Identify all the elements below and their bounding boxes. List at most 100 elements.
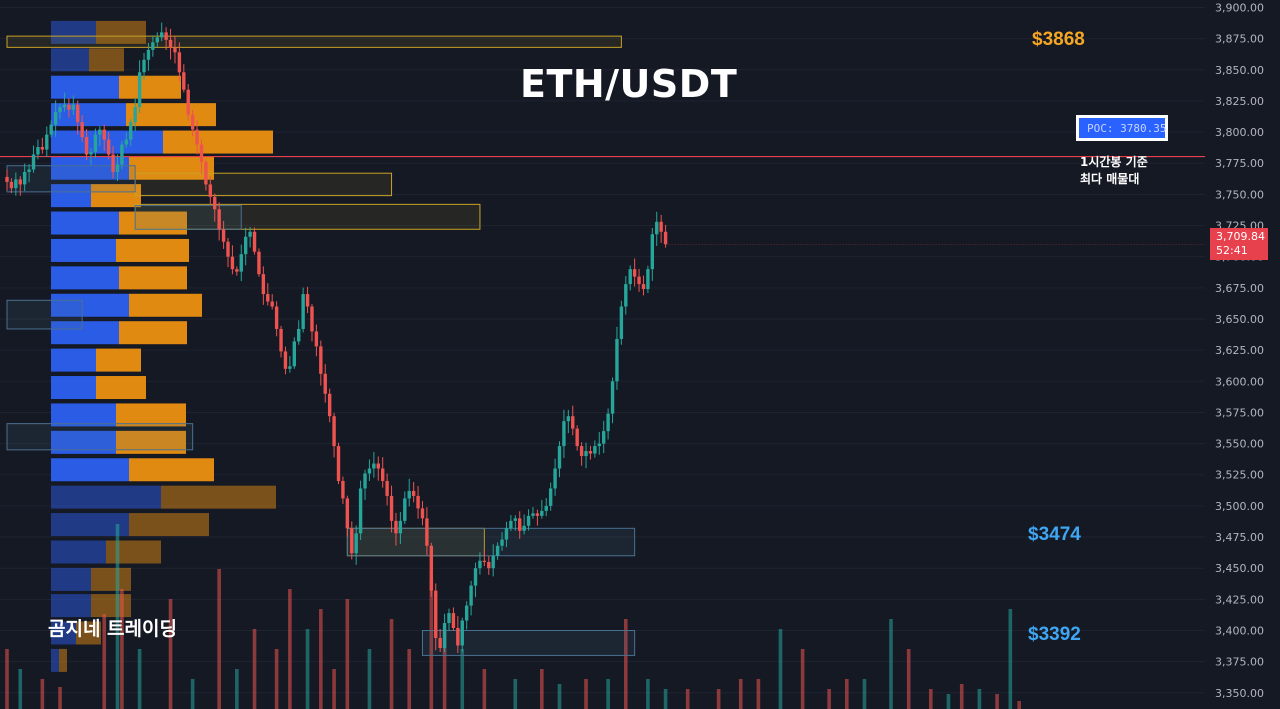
volume-bar-38 <box>778 629 783 709</box>
candle-body-34 <box>155 37 159 43</box>
volume-bar-19 <box>367 649 372 709</box>
volume-bar-31 <box>624 619 628 709</box>
zone-7 <box>346 527 485 557</box>
y-tick-label-17: 3,475.00 <box>1215 531 1264 544</box>
candle-body-21 <box>98 129 102 135</box>
candle-body-113 <box>504 528 509 540</box>
volume-bar-36 <box>738 679 743 709</box>
candle-body-127 <box>566 416 571 422</box>
profile-sell-2 <box>119 75 181 99</box>
profile-sell-18 <box>129 513 209 537</box>
candle-body-30 <box>137 72 142 108</box>
candle-body-146 <box>650 234 655 270</box>
zone-9 <box>421 629 636 656</box>
candle-body-57 <box>257 251 261 275</box>
profile-buy-14 <box>51 403 116 427</box>
zone-5 <box>6 299 83 330</box>
candle-body-104 <box>464 605 469 621</box>
candle-body-101 <box>451 613 456 629</box>
candle-body-9 <box>45 134 49 150</box>
candle-body-85 <box>381 468 385 481</box>
zone-0 <box>6 35 622 48</box>
candle-body-97 <box>434 590 438 638</box>
profile-buy-13 <box>51 376 96 400</box>
current-price-value: 3,709.84 <box>1216 230 1265 243</box>
candle-body-54 <box>243 236 248 255</box>
candle-body-45 <box>204 161 208 185</box>
candle-body-83 <box>372 463 376 469</box>
candle-body-111 <box>495 545 500 556</box>
profile-sell-23 <box>59 648 67 672</box>
candle-body-123 <box>548 488 553 506</box>
candle-body-11 <box>53 112 58 125</box>
candle-body-58 <box>261 274 266 295</box>
candle-body-48 <box>217 209 221 230</box>
candle-body-20 <box>93 134 98 153</box>
profile-buy-18 <box>51 513 129 537</box>
candle-body-70 <box>314 331 319 347</box>
volume-bar-48 <box>977 689 982 709</box>
volume-bar-0 <box>5 649 9 709</box>
candle-body-60 <box>270 301 274 307</box>
y-tick-label-2: 3,850.00 <box>1215 64 1264 77</box>
candle-body-139 <box>619 306 624 339</box>
profile-buy-2 <box>51 75 119 99</box>
current-price-tag: 3,709.84 52:41 <box>1210 228 1268 260</box>
profile-sell-0 <box>96 20 146 44</box>
candle-body-138 <box>615 338 619 382</box>
candle-body-29 <box>133 107 137 123</box>
poc-note-line1: 1시간봉 기준 <box>1080 155 1148 169</box>
zone-6 <box>6 423 194 451</box>
candle-body-39 <box>177 52 182 73</box>
candle-body-120 <box>535 513 540 516</box>
volume-bar-49 <box>995 694 999 709</box>
candle-body-50 <box>226 241 230 257</box>
profile-sell-4 <box>163 130 273 154</box>
volume-bar-28 <box>557 684 562 709</box>
profile-sell-17 <box>161 485 276 509</box>
volume-bar-10 <box>217 569 221 709</box>
candle-body-13 <box>62 104 67 108</box>
candle-body-31 <box>142 59 146 73</box>
candle-body-115 <box>513 518 517 521</box>
candle-body-134 <box>597 443 601 447</box>
candle-body-148 <box>659 221 663 232</box>
candle-body-49 <box>221 229 226 242</box>
candle-body-98 <box>438 637 442 648</box>
profile-buy-23 <box>51 648 59 672</box>
candle-body-89 <box>398 520 403 534</box>
y-tick-label-9: 3,675.00 <box>1215 282 1264 295</box>
candle-body-4 <box>22 171 27 185</box>
volume-bar-20 <box>389 619 394 709</box>
profile-buy-19 <box>51 540 106 564</box>
candle-body-6 <box>31 154 36 170</box>
candle-body-2 <box>14 179 18 189</box>
profile-buy-9 <box>51 266 119 290</box>
candle-body-82 <box>367 468 372 474</box>
watermark-text: 곰지네 트레이딩 <box>48 618 177 640</box>
candle-body-10 <box>49 124 53 135</box>
y-tick-label-13: 3,575.00 <box>1215 406 1264 419</box>
poc-label: POC: 3780.35 <box>1087 122 1167 135</box>
candle-body-32 <box>146 49 151 60</box>
candle-body-41 <box>186 89 190 115</box>
profile-sell-20 <box>91 567 131 591</box>
candle-body-33 <box>151 42 155 50</box>
y-tick-label-22: 3,350.00 <box>1215 687 1264 700</box>
candle-body-118 <box>526 515 531 526</box>
countdown-timer: 52:41 <box>1216 244 1248 257</box>
volume-bar-16 <box>319 609 323 709</box>
zone-1 <box>134 172 393 197</box>
volume-bar-40 <box>827 689 831 709</box>
profile-sell-5 <box>129 156 214 180</box>
candle-body-114 <box>509 520 513 529</box>
profile-buy-17 <box>51 485 161 509</box>
volume-bar-4 <box>102 614 107 709</box>
candle-body-88 <box>394 520 398 534</box>
candle-body-121 <box>540 510 544 516</box>
candle-body-122 <box>544 505 548 511</box>
profile-buy-1 <box>51 48 89 72</box>
volume-bar-6 <box>120 589 124 709</box>
